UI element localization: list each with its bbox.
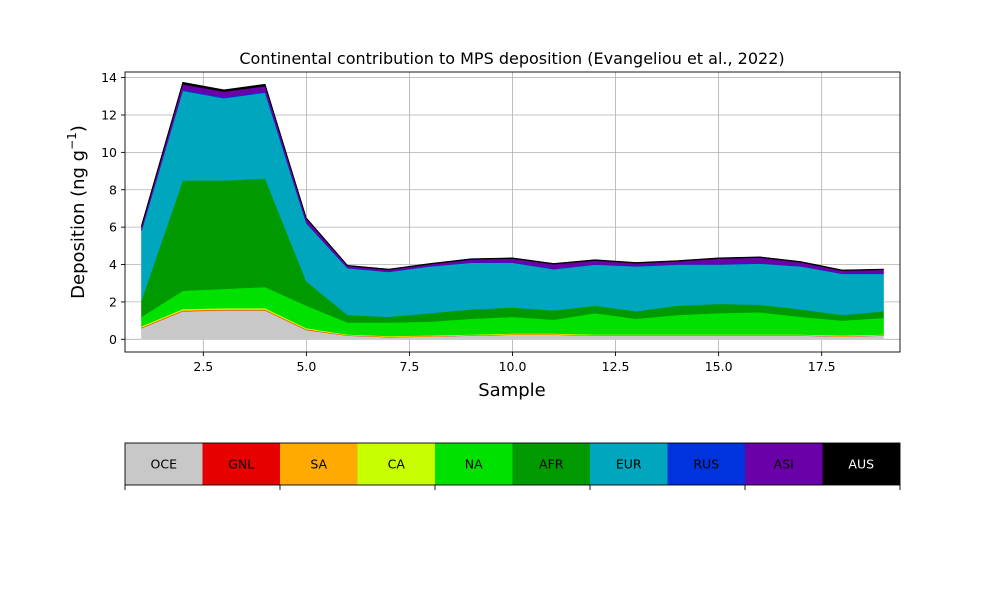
y-tick-label: 14 [101,70,117,85]
legend-label-asi: ASI [774,457,794,472]
x-tick-label: 17.5 [808,359,836,374]
legend-swatch-gnl [202,443,280,485]
y-tick-label: 0 [109,332,117,347]
legend-swatch-sa [280,443,358,485]
legend-label-gnl: GNL [228,457,254,472]
x-tick-label: 7.5 [399,359,419,374]
legend-label-rus: RUS [693,457,719,472]
legend-swatch-afr [512,443,590,485]
chart-title: Continental contribution to MPS depositi… [239,49,784,68]
legend-swatch-na [435,443,513,485]
legend-label-ca: CA [388,457,406,472]
legend-swatch-eur [590,443,668,485]
legend-label-aus: AUS [848,457,874,472]
y-tick-label: 2 [109,294,117,309]
legend-label-eur: EUR [616,457,642,472]
area-series-aus [141,81,884,271]
legend-frame [124,442,901,486]
x-tick-label: 5.0 [296,359,316,374]
x-tick-label: 15.0 [705,359,733,374]
x-tick-label: 2.5 [193,359,213,374]
colorbar-legend: OCE GNL SA CA NA AFR EUR RUS ASI AUS [124,442,901,490]
x-axis-title: Sample [478,380,546,401]
y-tick-label: 4 [109,257,117,272]
y-axis-title-main: Deposition (ng g [68,150,89,299]
y-tick-label: 10 [101,145,117,160]
x-tick-label: 12.5 [602,359,630,374]
legend-swatch-ca [357,443,435,485]
y-axis-title-exponent: −1 [65,132,79,150]
y-axis-title-suffix: ) [68,125,89,132]
legend-label-sa: SA [310,457,327,472]
legend-swatch-asi [745,443,823,485]
y-tick-label: 6 [109,220,117,235]
legend-swatch-oce [125,443,203,485]
plot-area: 2.5 5.0 7.5 10.0 12.5 15.0 17.5 0 2 4 6 8 10 12 14 [101,70,901,374]
legend-swatch-rus [667,443,745,485]
x-tick-label: 10.0 [499,359,527,374]
y-tick-label: 12 [101,107,117,122]
y-tick-label: 8 [109,182,117,197]
legend-label-na: NA [465,457,483,472]
legend-swatch-aus [822,443,900,485]
y-axis-title: Deposition (ng g−1) [65,125,89,299]
legend-label-oce: OCE [151,457,178,472]
legend-label-afr: AFR [539,457,564,472]
